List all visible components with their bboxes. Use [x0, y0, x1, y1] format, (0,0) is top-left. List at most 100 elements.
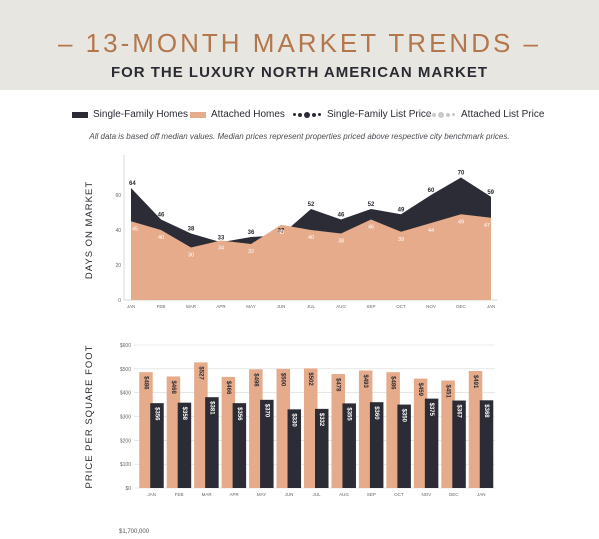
y-tick-label: $500 [120, 367, 131, 373]
attached-bar-label: $486 [390, 376, 396, 390]
attached-area [131, 214, 491, 300]
single-family-bar-label: $355 [346, 407, 352, 421]
single-family-bar-label: $360 [373, 406, 379, 420]
x-tick-label: AUG [336, 304, 346, 309]
single-family-bar-label: $332 [318, 413, 324, 427]
y-tick-label: $100 [120, 462, 131, 468]
legend-single-family-list: Single-Family List Price [292, 109, 431, 120]
legend-single-family: Single-Family Homes [72, 109, 188, 120]
attached-bar [468, 370, 483, 488]
single-family-data-label: 38 [188, 227, 195, 233]
y-tick-label: 60 [115, 193, 121, 199]
attached-data-label: 30 [188, 253, 194, 259]
attached-bar-label: $502 [307, 372, 313, 386]
page-subtitle: FOR THE LUXURY NORTH AMERICAN MARKET [110, 64, 489, 81]
x-tick-label: JAN [147, 492, 156, 497]
x-tick-label: DEC [456, 304, 466, 309]
x-tick-label: NOV [426, 304, 436, 309]
attached-data-label: 40 [308, 235, 314, 241]
x-tick-label: AUG [339, 492, 349, 497]
attached-bar [276, 368, 291, 488]
attached-bar [441, 380, 455, 488]
y-axis-title: DAYS ON MARKET [84, 181, 95, 279]
attached-bar-label: $486 [142, 376, 148, 390]
single-family-bar [177, 402, 192, 488]
header-banner: – 13-MONTH MARKET TRENDS – FOR THE LUXUR… [0, 0, 599, 90]
legend-swatch-attached [190, 111, 206, 118]
x-tick-label: JUN [285, 492, 294, 497]
attached-data-label: 43 [278, 230, 284, 236]
single-family-bar [205, 397, 219, 488]
legend-dots-dark-icon [292, 111, 322, 118]
x-tick-label: NOV [421, 492, 431, 497]
attached-data-label: 40 [158, 235, 164, 241]
y-tick-label: $400 [120, 391, 131, 397]
single-family-bar-label: $356 [153, 407, 159, 421]
x-tick-label: JAN [477, 492, 486, 497]
attached-bar-label: $493 [362, 375, 368, 389]
y-tick-label: 40 [115, 228, 121, 234]
single-family-bar [397, 404, 411, 488]
single-family-bar [424, 398, 439, 488]
single-family-bar-label: $367 [455, 405, 461, 419]
single-family-data-label: 33 [218, 235, 225, 241]
x-tick-label: APR [229, 492, 239, 497]
single-family-bar [479, 400, 494, 488]
x-tick-label: JAN [127, 304, 136, 309]
y-tick-label: $200 [120, 438, 131, 444]
attached-data-label: 46 [368, 225, 374, 231]
single-family-bar-label: $350 [401, 409, 407, 423]
attached-data-label: 38 [338, 239, 344, 245]
next-chart-tick-label: $1,700,000 [119, 529, 150, 535]
attached-data-label: 39 [398, 237, 404, 243]
single-family-bar [150, 403, 164, 488]
x-tick-label: JUN [277, 304, 286, 309]
legend-attached-list: Attached List Price [426, 109, 544, 120]
attached-bar-label: $466 [225, 381, 231, 395]
legend-label: Single-Family List Price [327, 109, 432, 120]
y-tick-label: $600 [120, 343, 131, 349]
single-family-data-label: 52 [368, 202, 375, 208]
x-tick-label: MAY [246, 304, 255, 309]
attached-bar-label: $459 [417, 383, 423, 397]
single-family-bar [315, 408, 329, 488]
attached-bar [413, 378, 428, 488]
x-tick-label: OCT [394, 492, 404, 497]
legend-swatch-single-family [72, 111, 88, 118]
single-family-bar-label: $368 [483, 404, 489, 418]
single-family-bar [342, 403, 356, 488]
attached-bar-label: $500 [280, 373, 286, 387]
attached-bar [386, 372, 400, 488]
single-family-bar-label: $356 [236, 407, 242, 421]
x-tick-label: MAY [257, 492, 266, 497]
single-family-data-label: 37 [278, 228, 285, 234]
legend-label: Single-Family Homes [93, 109, 189, 120]
attached-bar-label: $478 [335, 378, 341, 392]
single-family-data-label: 46 [338, 213, 345, 219]
single-family-data-label: 36 [248, 230, 255, 236]
attached-bar-label: $451 [444, 385, 450, 399]
attached-data-label: 47 [484, 223, 490, 229]
attached-bar [194, 362, 208, 488]
x-tick-label: SEP [366, 304, 375, 309]
attached-data-label: 34 [218, 246, 224, 252]
page-title: – 13-MONTH MARKET TRENDS – [57, 28, 541, 58]
single-family-bar [232, 403, 247, 488]
x-tick-label: MAR [186, 304, 197, 309]
legend-label: Attached List Price [461, 109, 545, 120]
chart-legend: Single-Family Homes Attached Homes Singl… [0, 109, 599, 123]
single-family-data-label: 46 [158, 213, 165, 219]
attached-bar [331, 374, 345, 488]
legend-attached: Attached Homes [190, 109, 285, 120]
x-tick-label: DEC [449, 492, 459, 497]
x-tick-label: SEP [367, 492, 376, 497]
x-tick-label: MAR [202, 492, 213, 497]
x-tick-label: APR [216, 304, 226, 309]
single-family-data-label: 59 [487, 190, 494, 196]
x-tick-label: JUL [307, 304, 315, 309]
attached-bar-label: $468 [170, 380, 176, 394]
attached-bar-label: $498 [252, 373, 258, 387]
price-per-square-foot-chart: $0 $100 $200 $300 $400 $500 $600 PRICE PER SQUA… [84, 343, 495, 497]
attached-data-label: 32 [248, 249, 254, 255]
attached-data-label: 45 [132, 226, 138, 232]
